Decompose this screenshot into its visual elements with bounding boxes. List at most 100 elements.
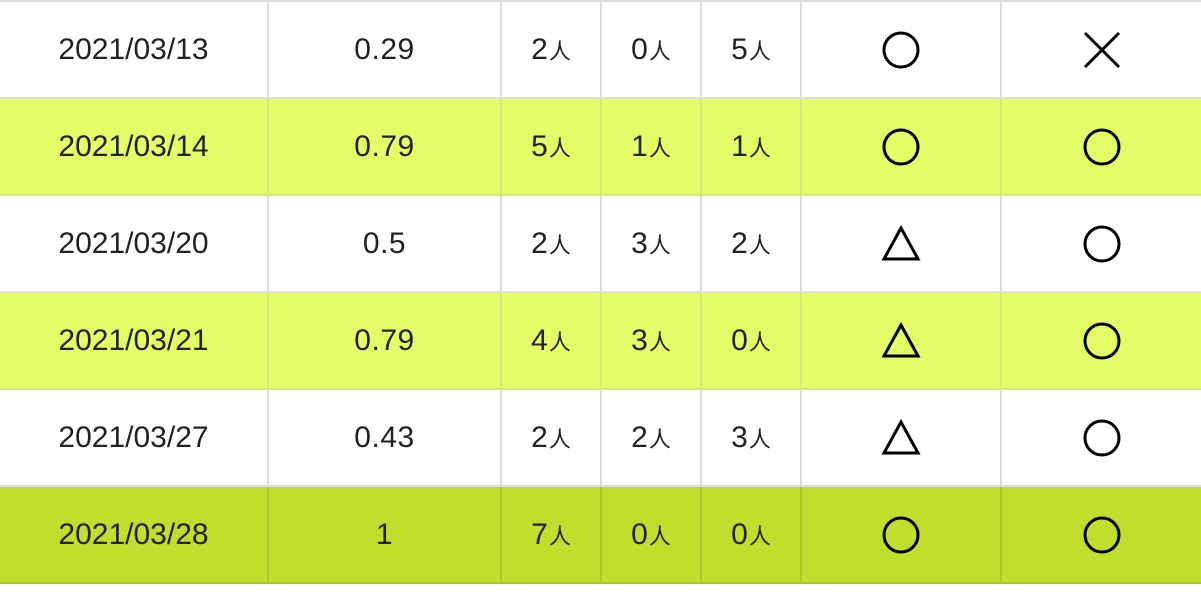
date-text: 2021/03/28 bbox=[58, 517, 209, 551]
mark-cell-1 bbox=[800, 388, 1002, 487]
circle-icon bbox=[881, 515, 921, 555]
ratio-cell: 0.29 bbox=[267, 0, 502, 99]
count-value: 7 bbox=[531, 517, 548, 551]
count-value: 1 bbox=[631, 129, 648, 163]
mark-cell-1 bbox=[800, 291, 1002, 390]
count-cell-1: 7人 bbox=[500, 485, 602, 584]
circle-icon bbox=[1082, 224, 1122, 264]
table-row: 2021/03/14 0.79 5人 1人 1人 bbox=[0, 97, 1201, 196]
circle-icon bbox=[1082, 127, 1122, 167]
count-cell-3: 1人 bbox=[700, 97, 802, 196]
triangle-icon bbox=[881, 418, 921, 458]
count-cell-2: 0人 bbox=[600, 485, 702, 584]
count-unit: 人 bbox=[748, 232, 771, 258]
count-cell-1: 2人 bbox=[500, 388, 602, 487]
count-unit: 人 bbox=[648, 135, 671, 161]
circle-icon bbox=[881, 30, 921, 70]
ratio-text: 1 bbox=[375, 517, 394, 551]
count-cell-3: 5人 bbox=[700, 0, 802, 99]
date-cell: 2021/03/27 bbox=[0, 388, 269, 487]
count-unit: 人 bbox=[548, 232, 571, 258]
count-value: 5 bbox=[531, 129, 548, 163]
table-row: 2021/03/28 1 7人 0人 0人 bbox=[0, 485, 1201, 584]
mark-cell-2 bbox=[1000, 97, 1201, 196]
mark-cell-2 bbox=[1000, 388, 1201, 487]
ratio-cell: 0.79 bbox=[267, 291, 502, 390]
date-text: 2021/03/14 bbox=[58, 129, 209, 163]
count-value: 4 bbox=[531, 323, 548, 357]
count-unit: 人 bbox=[748, 523, 771, 549]
table-row: 2021/03/27 0.43 2人 2人 3人 bbox=[0, 388, 1201, 487]
ratio-text: 0.79 bbox=[354, 323, 415, 357]
date-text: 2021/03/27 bbox=[58, 420, 209, 454]
date-cell: 2021/03/28 bbox=[0, 485, 269, 584]
count-cell-2: 3人 bbox=[600, 194, 702, 293]
count-value: 2 bbox=[631, 420, 648, 454]
count-cell-3: 0人 bbox=[700, 485, 802, 584]
count-unit: 人 bbox=[748, 329, 771, 355]
mark-cell-1 bbox=[800, 97, 1002, 196]
ratio-text: 0.79 bbox=[354, 129, 415, 163]
circle-icon bbox=[881, 127, 921, 167]
count-cell-2: 3人 bbox=[600, 291, 702, 390]
date-text: 2021/03/20 bbox=[58, 226, 209, 260]
table-row: 2021/03/21 0.79 4人 3人 0人 bbox=[0, 291, 1201, 390]
count-value: 0 bbox=[631, 517, 648, 551]
count-unit: 人 bbox=[548, 329, 571, 355]
count-unit: 人 bbox=[648, 329, 671, 355]
date-cell: 2021/03/14 bbox=[0, 97, 269, 196]
date-text: 2021/03/21 bbox=[58, 323, 209, 357]
count-unit: 人 bbox=[548, 426, 571, 452]
count-unit: 人 bbox=[648, 38, 671, 64]
count-value: 5 bbox=[731, 32, 748, 66]
ratio-text: 0.29 bbox=[354, 32, 415, 66]
count-cell-2: 2人 bbox=[600, 388, 702, 487]
count-cell-1: 5人 bbox=[500, 97, 602, 196]
count-cell-1: 4人 bbox=[500, 291, 602, 390]
circle-icon bbox=[1082, 515, 1122, 555]
count-value: 3 bbox=[731, 420, 748, 454]
count-cell-1: 2人 bbox=[500, 0, 602, 99]
count-value: 2 bbox=[531, 226, 548, 260]
cross-icon bbox=[1082, 30, 1122, 70]
count-value: 0 bbox=[731, 517, 748, 551]
count-cell-2: 0人 bbox=[600, 0, 702, 99]
count-unit: 人 bbox=[748, 426, 771, 452]
date-cell: 2021/03/20 bbox=[0, 194, 269, 293]
mark-cell-1 bbox=[800, 194, 1002, 293]
ratio-cell: 0.79 bbox=[267, 97, 502, 196]
mark-cell-2 bbox=[1000, 485, 1201, 584]
date-cell: 2021/03/21 bbox=[0, 291, 269, 390]
count-unit: 人 bbox=[548, 38, 571, 64]
count-unit: 人 bbox=[748, 135, 771, 161]
count-unit: 人 bbox=[548, 135, 571, 161]
ratio-text: 0.43 bbox=[354, 420, 415, 454]
triangle-icon bbox=[881, 321, 921, 361]
triangle-icon bbox=[881, 224, 921, 264]
count-value: 2 bbox=[731, 226, 748, 260]
ratio-cell: 1 bbox=[267, 485, 502, 584]
circle-icon bbox=[1082, 321, 1122, 361]
mark-cell-1 bbox=[800, 0, 1002, 99]
mark-cell-1 bbox=[800, 485, 1002, 584]
mark-cell-2 bbox=[1000, 291, 1201, 390]
count-unit: 人 bbox=[548, 523, 571, 549]
count-value: 3 bbox=[631, 226, 648, 260]
circle-icon bbox=[1082, 418, 1122, 458]
count-unit: 人 bbox=[648, 232, 671, 258]
count-value: 3 bbox=[631, 323, 648, 357]
count-unit: 人 bbox=[748, 38, 771, 64]
count-cell-1: 2人 bbox=[500, 194, 602, 293]
count-value: 2 bbox=[531, 420, 548, 454]
count-value: 0 bbox=[731, 323, 748, 357]
mark-cell-2 bbox=[1000, 194, 1201, 293]
table-row: 2021/03/13 0.29 2人 0人 5人 bbox=[0, 0, 1201, 99]
mark-cell-2 bbox=[1000, 0, 1201, 99]
date-cell: 2021/03/13 bbox=[0, 0, 269, 99]
table-row: 2021/03/20 0.5 2人 3人 2人 bbox=[0, 194, 1201, 293]
count-value: 0 bbox=[631, 32, 648, 66]
ratio-cell: 0.43 bbox=[267, 388, 502, 487]
count-value: 1 bbox=[731, 129, 748, 163]
count-unit: 人 bbox=[648, 523, 671, 549]
